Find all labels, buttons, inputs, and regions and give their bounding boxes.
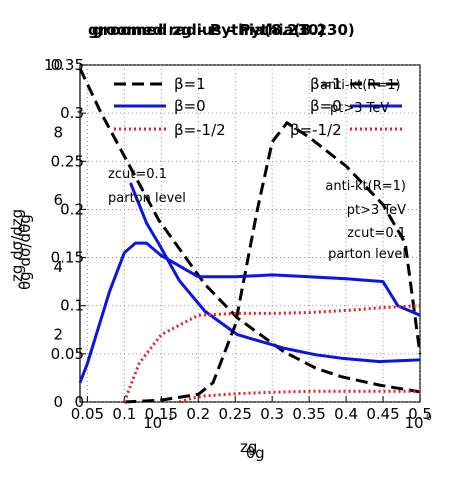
chart-title-radius: groomed radius – Pythia(8.230) — [88, 21, 355, 39]
y-tick-label-zg: 0.3 — [60, 104, 84, 122]
x-tick-base: 10 — [143, 414, 162, 432]
x-tick-label-zg: 0.05 — [71, 405, 104, 423]
annotation-antikt-top: anti-kt(R=1) — [320, 78, 401, 93]
x-tick-label-zg: 0.5 — [408, 405, 432, 423]
series-zg-2 — [122, 304, 421, 403]
chart-title-zg: groomed zg – Pythia(8.230) — [92, 21, 325, 39]
x-ticks-radius: 10 -1 10 0 — [143, 413, 432, 432]
x-tick-label-radius: 10 -1 — [143, 413, 174, 432]
y-ticks-radius: 0 2 4 6 8 10 — [44, 56, 63, 411]
x-tick-exponent: -1 — [165, 413, 174, 423]
x-axis-label-zg: zg — [240, 438, 257, 456]
y-tick-label-zg: 0.2 — [60, 200, 84, 218]
y-axis-label-radius: θg dσ/dθg — [16, 214, 34, 290]
x-tick-label-zg: 0.4 — [334, 405, 358, 423]
legend-zg: β=1 β=0 β=-1/2 — [290, 75, 402, 139]
annotation-parton-radius: parton level — [108, 191, 186, 206]
y-tick-label-zg: 0.25 — [51, 152, 84, 170]
y-tick-label-radius: 6 — [53, 191, 63, 209]
x-tick-label-zg: 0.35 — [292, 405, 325, 423]
series-zg-1 — [78, 241, 421, 384]
y-tick-label-radius: 4 — [53, 258, 63, 276]
x-tick-exponent: 0 — [426, 413, 432, 423]
x-tick-label-zg: 0.25 — [219, 405, 252, 423]
x-tick-label-zg: 0.2 — [186, 405, 210, 423]
annotation-pt: pt>3 TeV — [347, 203, 406, 218]
y-tick-label-radius: 8 — [53, 123, 63, 141]
y-tick-label-zg: 0.15 — [51, 249, 84, 267]
annotation-pt-top: pt>3 TeV — [330, 101, 389, 116]
legend-zg-label-beta0: β=0 — [310, 97, 342, 115]
x-tick-label-zg: 0.1 — [112, 405, 136, 423]
series-radius-1 — [129, 182, 421, 364]
plot-area — [78, 64, 422, 404]
x-tick-label-zg: 0.15 — [145, 405, 178, 423]
x-tick-label-zg: 0.3 — [260, 405, 284, 423]
y-tick-label-radius: 0 — [53, 393, 63, 411]
y-tick-label-zg: 0 — [74, 393, 84, 411]
x-tick-base: 10 — [404, 414, 423, 432]
y-tick-label-zg: 0.1 — [60, 297, 84, 315]
series-zg-0 — [124, 121, 422, 404]
x-tick-label-zg: 0.45 — [366, 405, 399, 423]
legend-label-betam12: β=-1/2 — [174, 121, 226, 139]
annotation-antikt: anti-kt(R=1) — [325, 179, 406, 194]
annotation-zcut-radius: zcut=0.1 — [108, 167, 167, 182]
y-ticks-zg: 0 0.05 0.1 0.15 0.2 0.25 0.3 0.35 — [51, 56, 84, 411]
legend-zg-label-betam12: β=-1/2 — [290, 121, 342, 139]
x-tick-label-radius: 10 0 — [404, 413, 432, 432]
legend-zg-label-beta1: β=1 — [310, 75, 342, 93]
y-tick-label-radius: 10 — [44, 56, 63, 74]
y-axis-label-zg: zg dσ/dzg — [8, 209, 26, 282]
y-tick-label-zg: 0.35 — [51, 56, 84, 74]
x-axis-label-radius: θg — [246, 444, 265, 462]
series-layer — [78, 67, 422, 404]
series-radius-2 — [178, 389, 420, 404]
legend-radius: β=1 β=0 β=-1/2 — [114, 75, 226, 139]
legend-label-beta0: β=0 — [174, 97, 206, 115]
annotation-parton-zg: parton level — [328, 247, 406, 262]
legend-label-beta1: β=1 — [174, 75, 206, 93]
x-ticks-zg: 0.05 0.1 0.15 0.2 0.25 0.3 0.35 0.4 0.45 0.5 — [71, 405, 432, 423]
annotation-zcut-zg: zcut=0.1 — [347, 226, 406, 241]
y-tick-label-zg: 0.05 — [51, 345, 84, 363]
y-tick-label-radius: 2 — [53, 326, 63, 344]
